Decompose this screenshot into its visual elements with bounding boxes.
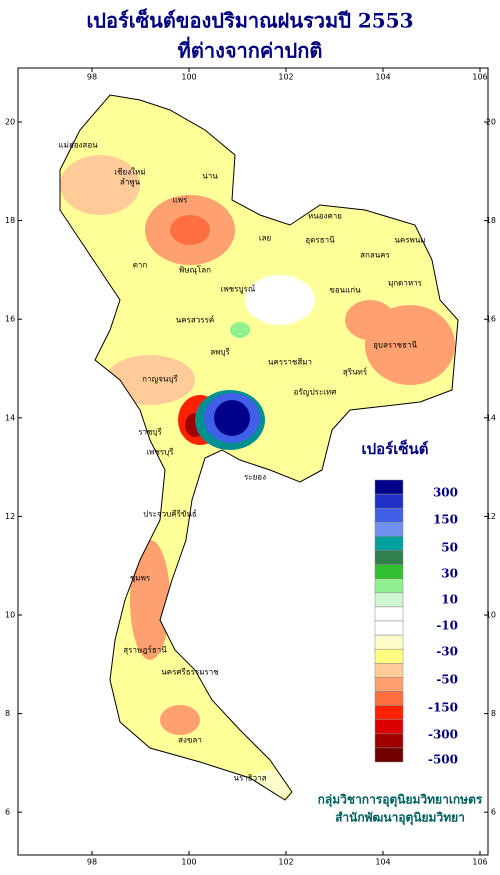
legend-label: 300: [433, 486, 458, 500]
legend-label: -10: [436, 619, 458, 633]
lat-label: 10: [5, 611, 15, 620]
legend-label: -500: [428, 753, 458, 767]
lon-label: 98: [87, 858, 97, 867]
legend-swatch: [374, 564, 404, 579]
lon-label: 106: [472, 73, 487, 82]
legend-swatch: [374, 747, 404, 763]
lat-label: 6: [5, 808, 10, 817]
province-label: มุกดาหาร: [388, 279, 423, 288]
legend-label: -30: [436, 645, 458, 659]
legend-swatch: [374, 522, 404, 537]
legend-swatch: [374, 705, 404, 720]
lat-label: 8: [491, 709, 496, 718]
legend-label: 50: [441, 541, 458, 555]
footer-line2: สำนักพัฒนาอุตุนิยมวิทยา: [335, 811, 465, 826]
legend-swatch: [374, 550, 404, 565]
title-line2: ที่ต่างจากค่าปกติ: [178, 36, 323, 63]
province-label: เพชรบูรณ์: [221, 284, 256, 295]
province-label: ระยอง: [244, 473, 266, 482]
lat-label: 18: [5, 216, 15, 225]
province-label: สงขลา: [178, 736, 202, 745]
legend-label: -300: [428, 728, 458, 742]
lat-label: 14: [5, 413, 15, 422]
province-label: นราธิวาส: [233, 774, 266, 783]
lat-label: 10: [486, 611, 496, 620]
legend-label: 150: [433, 513, 458, 527]
legend-label: -50: [436, 673, 458, 687]
province-label: ตาก: [133, 261, 148, 270]
legend-title: เปอร์เซ็นต์: [361, 439, 428, 458]
province-label: ลำพูน: [120, 178, 141, 188]
province-label: นครพนม: [394, 236, 425, 245]
legend-swatch: [374, 663, 404, 678]
legend-label: -150: [428, 701, 458, 715]
legend-swatch: [374, 578, 404, 594]
legend-label: 10: [441, 593, 458, 607]
province-label: ลพบุรี: [210, 348, 230, 357]
legend-swatch: [374, 677, 404, 692]
province-label: น่าน: [202, 172, 218, 181]
lon-label: 104: [375, 73, 390, 82]
province-label: อุบลราชธานี: [373, 341, 417, 350]
legend-swatch: [374, 719, 404, 735]
lon-label: 106: [472, 858, 487, 867]
province-label: สุราษฎร์ธานี: [123, 645, 167, 655]
legend-swatch: [374, 620, 404, 636]
title-line1: เปอร์เซ็นต์ของปริมาณฝนรวมปี 2553: [86, 8, 413, 33]
legend-swatch: [374, 592, 404, 608]
province-label: ราชบุรี: [138, 428, 162, 437]
lat-label: 12: [486, 512, 496, 521]
province-label: ขอนแก่น: [329, 286, 361, 295]
province-label: เพชรบุรี: [146, 448, 174, 457]
province-label: สุรินทร์: [343, 367, 368, 377]
lon-label: 102: [278, 858, 293, 867]
legend-label: 30: [441, 567, 458, 581]
province-label: แม่ฮ่องสอน: [58, 141, 98, 150]
province-label: อุดรธานี: [305, 236, 335, 245]
legend-swatch: [374, 479, 404, 495]
lon-label: 100: [181, 858, 196, 867]
legend-swatch: [374, 606, 404, 622]
lat-label: 14: [486, 413, 496, 422]
province-label: แพร่: [173, 196, 188, 205]
legend-swatch: [374, 634, 404, 650]
lat-label: 6: [491, 808, 496, 817]
legend-swatch: [374, 691, 404, 706]
lat-label: 12: [5, 512, 15, 521]
legend-swatch: [374, 493, 404, 509]
footer-line1: กลุ่มวิชาการอุตุนิยมวิทยาเกษตร: [318, 793, 483, 808]
province-label: หนองคาย: [308, 212, 342, 221]
province-label: อรัญประเทศ: [294, 388, 337, 397]
lon-label: 98: [87, 73, 97, 82]
lat-label: 20: [5, 118, 15, 127]
lon-label: 104: [375, 858, 390, 867]
lat-label: 8: [5, 709, 10, 718]
province-label: นครศรีธรรมราช: [161, 668, 219, 677]
province-label: กาญจนบุรี: [142, 375, 178, 384]
lon-label: 102: [278, 73, 293, 82]
lon-label: 100: [181, 73, 196, 82]
province-label: ชุมพร: [130, 574, 151, 583]
lat-label: 20: [486, 118, 496, 127]
province-label: นครสวรรค์: [176, 315, 214, 325]
province-label: สกลนคร: [360, 251, 390, 260]
province-label: พิษณุโลก: [179, 265, 211, 275]
legend-swatch: [374, 536, 404, 551]
province-label: เลย: [259, 234, 271, 243]
legend-swatch: [374, 648, 404, 664]
legend-swatch: [374, 507, 404, 523]
province-label: นครราชสีมา: [268, 358, 312, 367]
province-label: เชียงใหม่: [114, 168, 145, 177]
province-label: ประจวบคีรีขันธ์: [143, 509, 197, 519]
legend-swatch: [374, 733, 404, 749]
lat-label: 18: [486, 216, 496, 225]
lat-label: 16: [5, 315, 15, 324]
lat-label: 16: [486, 315, 496, 324]
